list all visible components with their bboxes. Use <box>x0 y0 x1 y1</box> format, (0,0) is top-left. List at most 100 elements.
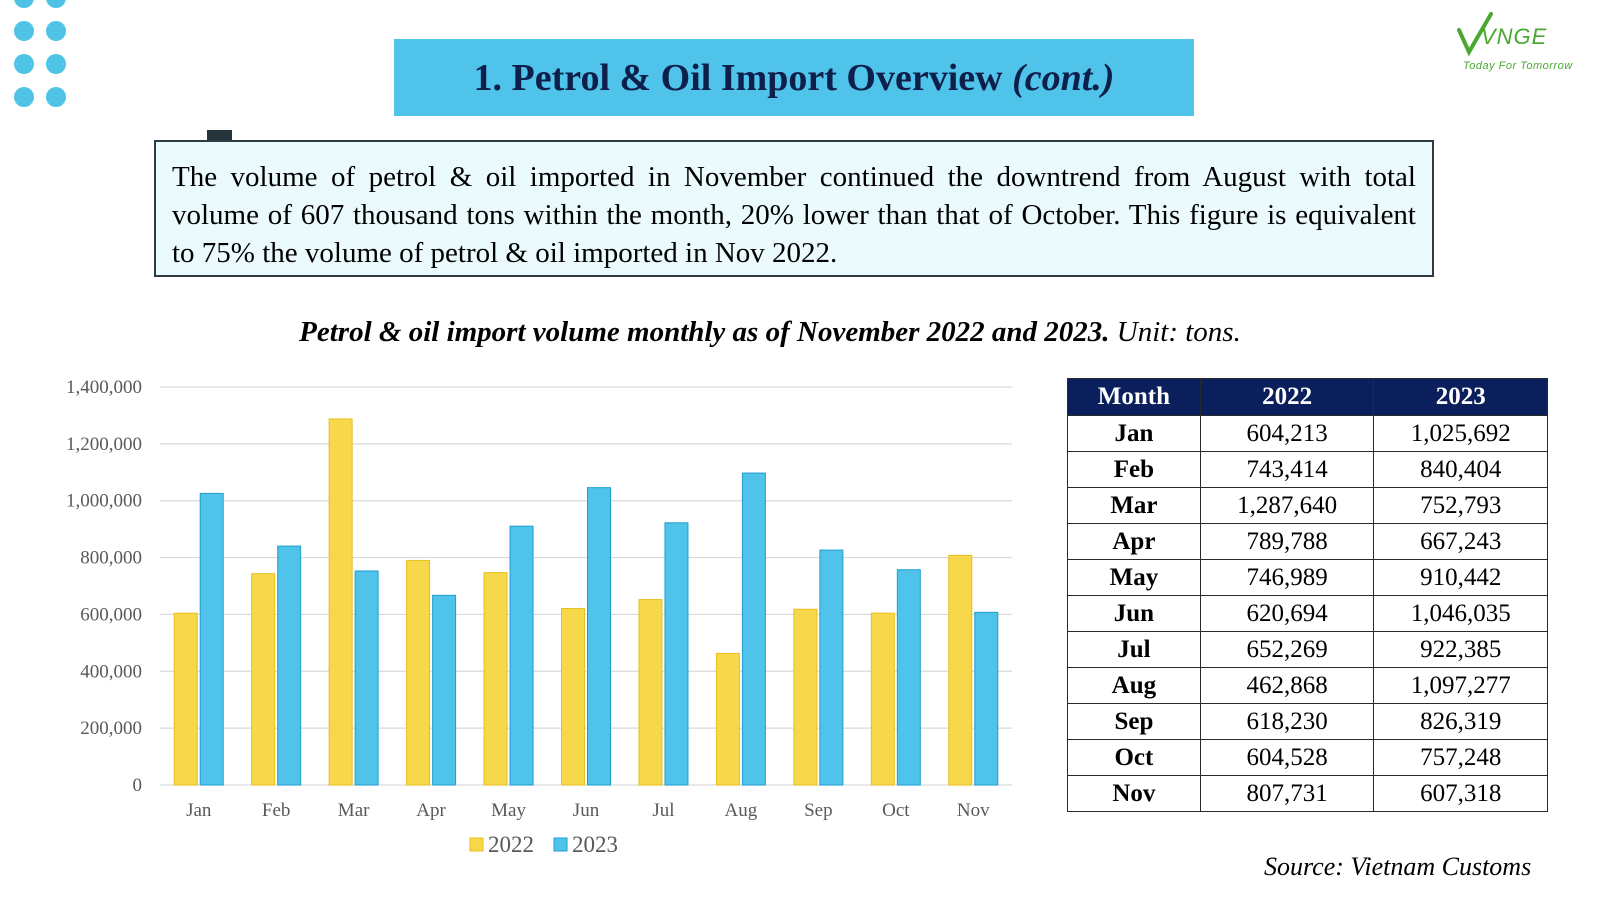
table-row: Nov 807,731 607,318 <box>1067 775 1548 812</box>
bar-2022-jan <box>173 612 198 786</box>
bar-2023-oct <box>896 569 921 786</box>
bar-2023-may <box>509 525 534 786</box>
legend-swatch-2022 <box>469 837 484 852</box>
table-row: Jan 604,213 1,025,692 <box>1067 415 1548 452</box>
table-cell-2022: 462,868 <box>1199 667 1375 704</box>
table-cell-2022: 604,528 <box>1199 739 1375 776</box>
bar-2023-feb <box>277 545 302 786</box>
company-logo: VNGE Today For Tomorrow <box>1455 8 1595 78</box>
source-note: Source: Vietnam Customs <box>1264 852 1532 881</box>
y-tick-label: 600,000 <box>80 604 142 625</box>
x-tick-label: Oct <box>882 800 910 821</box>
x-tick-label: Sep <box>804 800 833 821</box>
table-header-2022: 2022 <box>1199 378 1375 416</box>
table-cell-2023: 752,793 <box>1373 487 1548 524</box>
table-cell-2022: 807,731 <box>1199 775 1375 812</box>
x-tick-label: Jan <box>186 800 212 821</box>
table-row: Aug 462,868 1,097,277 <box>1067 667 1548 704</box>
table-cell-2023: 1,025,692 <box>1373 415 1548 452</box>
bar-2023-aug <box>741 472 766 786</box>
chart-heading: Petrol & oil import volume monthly as of… <box>0 316 1540 349</box>
slide-title-banner: 1. Petrol & Oil Import Overview (cont.) <box>394 39 1194 116</box>
table-cell-month: Aug <box>1067 667 1201 704</box>
table-cell-2022: 743,414 <box>1199 451 1375 488</box>
table-header-month: Month <box>1067 378 1201 416</box>
table-cell-month: Jun <box>1067 595 1201 632</box>
table-cell-2022: 746,989 <box>1199 559 1375 596</box>
table-cell-2022: 620,694 <box>1199 595 1375 632</box>
table-cell-2022: 652,269 <box>1199 631 1375 668</box>
table-cell-month: Sep <box>1067 703 1201 740</box>
slide-title-main: 1. Petrol & Oil Import Overview <box>473 56 1003 99</box>
table-cell-month: Oct <box>1067 739 1201 776</box>
x-tick-label: Feb <box>262 800 291 821</box>
bar-2023-jul <box>664 522 689 786</box>
table-cell-2023: 910,442 <box>1373 559 1548 596</box>
table-cell-month: Jul <box>1067 631 1201 668</box>
table-cell-2022: 604,213 <box>1199 415 1375 452</box>
slide-title: 1. Petrol & Oil Import Overview (cont.) <box>474 56 1115 100</box>
y-tick-label: 1,200,000 <box>66 434 142 455</box>
table-cell-month: Nov <box>1067 775 1201 812</box>
x-tick-label: Mar <box>338 800 370 821</box>
table-row: Oct 604,528 757,248 <box>1067 739 1548 776</box>
bar-2023-apr <box>432 594 457 786</box>
table-cell-2022: 618,230 <box>1199 703 1375 740</box>
x-tick-label: Jun <box>573 800 600 821</box>
table-cell-2023: 1,046,035 <box>1373 595 1548 632</box>
y-tick-label: 1,000,000 <box>66 491 142 512</box>
table-cell-2023: 840,404 <box>1373 451 1548 488</box>
table-row: Jun 620,694 1,046,035 <box>1067 595 1548 632</box>
table-cell-2023: 826,319 <box>1373 703 1548 740</box>
y-tick-label: 400,000 <box>80 661 142 682</box>
legend-label-2022: 2022 <box>488 832 534 857</box>
bar-2022-jun <box>561 608 585 786</box>
legend-label-2023: 2023 <box>572 832 618 857</box>
table-cell-2023: 667,243 <box>1373 523 1548 560</box>
summary-text: The volume of petrol & oil imported in N… <box>172 161 1416 269</box>
bar-2023-sep <box>819 549 844 786</box>
data-table: Month 2022 2023 Jan 604,213 1,025,692 Feb 74… <box>1067 378 1548 812</box>
y-tick-label: 200,000 <box>80 718 142 739</box>
bar-2023-mar <box>354 570 379 786</box>
summary-box: The volume of petrol & oil imported in N… <box>154 140 1434 277</box>
table-row: Apr 789,788 667,243 <box>1067 523 1548 560</box>
table-row: May 746,989 910,442 <box>1067 559 1548 596</box>
table-cell-2023: 922,385 <box>1373 631 1548 668</box>
table-cell-2022: 789,788 <box>1199 523 1375 560</box>
x-tick-label: Jul <box>652 800 674 821</box>
bar-2023-jun <box>587 487 611 786</box>
bar-2022-apr <box>406 559 431 786</box>
table-row: Mar 1,287,640 752,793 <box>1067 487 1548 524</box>
table-row: Sep 618,230 826,319 <box>1067 703 1548 740</box>
chart-heading-unit: Unit: tons. <box>1116 316 1241 348</box>
table-cell-2023: 607,318 <box>1373 775 1548 812</box>
table-cell-month: Apr <box>1067 523 1201 560</box>
bar-2023-nov <box>974 611 999 786</box>
table-row: Jul 652,269 922,385 <box>1067 631 1548 668</box>
bar-2022-jul <box>638 599 663 786</box>
chart-heading-main: Petrol & oil import volume monthly as of… <box>299 316 1110 348</box>
y-tick-label: 800,000 <box>80 548 142 569</box>
bar-2023-jan <box>199 492 224 786</box>
table-header-2023: 2023 <box>1373 378 1548 416</box>
x-tick-label: Apr <box>416 800 446 821</box>
table-cell-month: May <box>1067 559 1201 596</box>
logo-tagline: Today For Tomorrow <box>1463 60 1573 72</box>
x-tick-label: Aug <box>725 800 758 821</box>
table-cell-2023: 1,097,277 <box>1373 667 1548 704</box>
bar-chart: 0 200,000 400,000 600,000 800,000 1,000,000 1,… <box>66 377 1012 857</box>
bar-2022-aug <box>715 652 740 786</box>
table-row: Feb 743,414 840,404 <box>1067 451 1548 488</box>
y-tick-label: 0 <box>133 775 143 796</box>
bar-2022-feb <box>251 573 276 786</box>
slide-title-cont: (cont.) <box>1012 56 1115 99</box>
x-tick-label: Nov <box>957 800 990 821</box>
table-cell-2022: 1,287,640 <box>1199 487 1375 524</box>
bar-2022-mar <box>328 418 353 786</box>
bar-2022-oct <box>870 612 895 786</box>
bar-2022-may <box>483 572 508 786</box>
logo-swoosh-icon <box>1457 12 1493 57</box>
decorative-dot-grid <box>14 0 74 108</box>
bar-2022-nov <box>948 554 973 786</box>
